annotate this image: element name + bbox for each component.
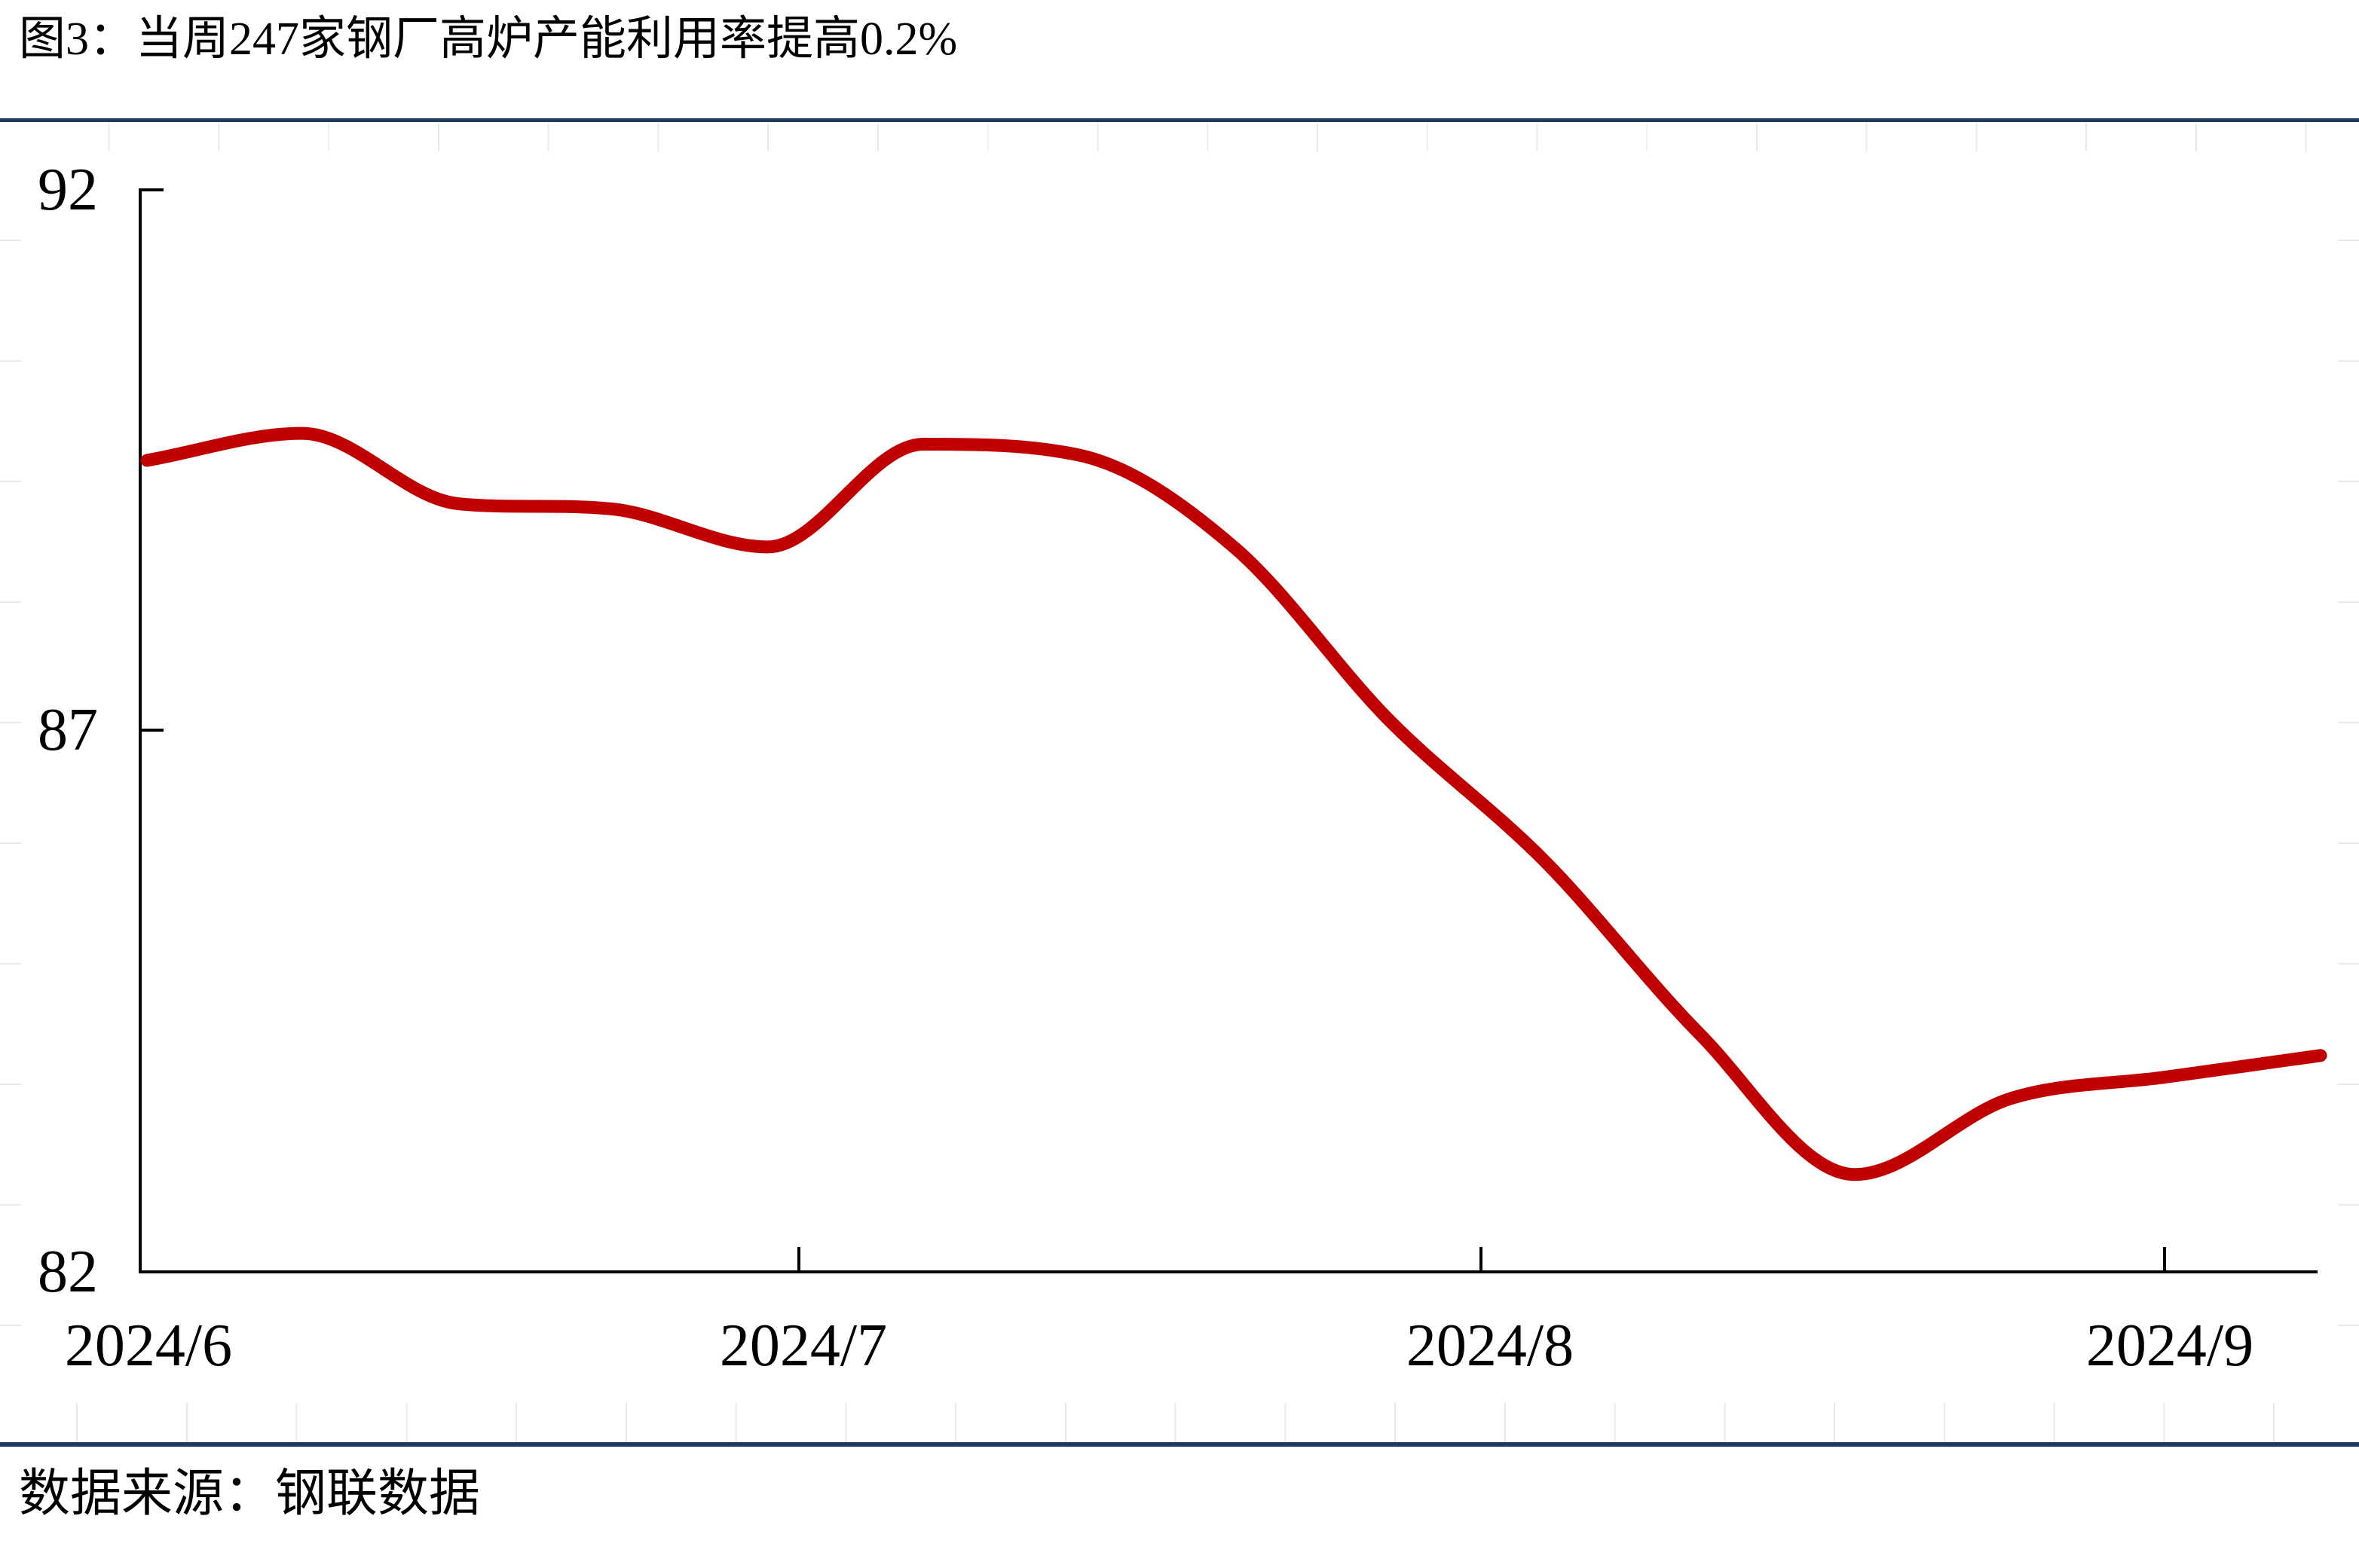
x-tick-label-2024-6: 2024/6: [64, 1313, 233, 1379]
title-separator-line: [0, 118, 2359, 122]
x-tick-2024-9: [2163, 1247, 2166, 1272]
spreadsheet-gridline-artifact-top: [0, 123, 2359, 151]
x-tick-label-2024-7: 2024/7: [719, 1313, 888, 1379]
x-axis-line: [139, 1270, 2318, 1273]
spreadsheet-gridline-artifact-bottom: [0, 1403, 2359, 1442]
y-tick-label-92: 92: [38, 157, 98, 223]
y-tick-87: [139, 729, 164, 732]
x-tick-label-2024-9: 2024/9: [2085, 1313, 2254, 1379]
figure-title: 图3：当周247家钢厂高炉产能利用率提高0.2%: [19, 14, 958, 65]
y-tick-92: [139, 188, 164, 191]
x-tick-2024-7: [797, 1247, 800, 1272]
spreadsheet-gridline-artifact-right: [2339, 121, 2359, 1356]
x-tick-2024-8: [1479, 1247, 1482, 1272]
utilization-line: [140, 426, 2327, 1181]
y-tick-label-87: 87: [38, 697, 98, 763]
x-tick-label-2024-8: 2024/8: [1406, 1313, 1574, 1379]
footer-separator-line: [0, 1442, 2359, 1447]
spreadsheet-gridline-artifact-left: [0, 121, 21, 1356]
data-source: 数据来源：钢联数据: [19, 1465, 481, 1522]
y-tick-label-82: 82: [38, 1239, 98, 1305]
